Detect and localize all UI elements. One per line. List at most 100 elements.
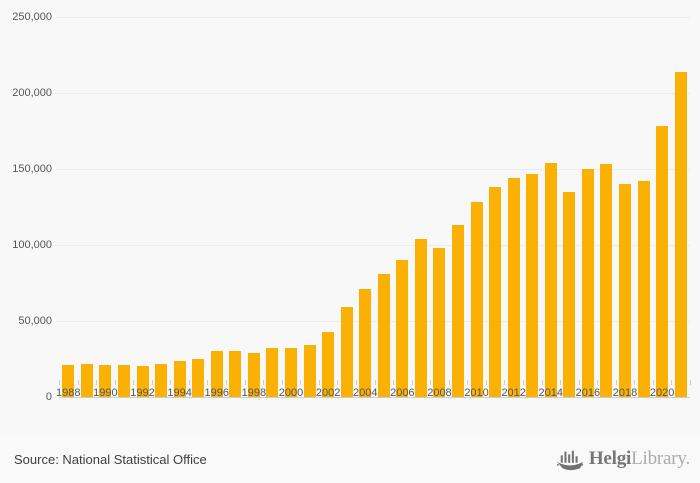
x-tick [151,380,153,385]
bar-1991[interactable] [117,365,130,397]
bar-1989[interactable] [80,363,93,397]
bar-2016[interactable] [581,169,594,397]
x-tick [411,380,413,385]
bar-2010[interactable] [470,202,483,397]
gridline-100000 [56,245,690,246]
bar-1996[interactable] [210,350,223,397]
bar-1993[interactable] [155,364,168,397]
x-tick-label-1998: 1998 [241,387,267,399]
y-tick-label-50000: 50,000 [18,315,52,327]
y-tick-label-150000: 150,000 [12,163,52,175]
x-tick-label-2008: 2008 [427,387,452,399]
x-tick [393,380,395,385]
x-tick-label-2012: 2012 [501,387,526,399]
gridline-200000 [56,93,690,94]
footer: Source: National Statistical Office Helg… [0,435,700,483]
bar-2005[interactable] [377,273,390,397]
source-note: Source: National Statistical Office [14,451,207,467]
x-tick-label-1992: 1992 [130,387,155,399]
bar-2002[interactable] [322,331,335,397]
bar-2020[interactable] [656,126,669,397]
x-tick [578,380,580,385]
bar-2012[interactable] [507,178,520,397]
bar-2011[interactable] [489,187,502,397]
x-tick-label-2002: 2002 [315,387,341,399]
x-tick-label-1996: 1996 [204,387,229,399]
x-tick [634,380,636,385]
x-tick [374,380,376,385]
bar-1999[interactable] [266,348,279,397]
bar-1994[interactable] [173,360,186,397]
x-tick [114,380,116,385]
x-tick-label-2006: 2006 [390,387,415,399]
x-tick [541,380,543,385]
x-tick [448,380,450,385]
helgi-library-logo[interactable]: HelgiLibrary. [556,447,690,472]
x-tick-label-1990: 1990 [93,387,118,399]
bar-1997[interactable] [229,350,242,397]
bar-2009[interactable] [452,225,464,397]
x-tick [59,380,60,385]
x-tick [597,380,599,385]
x-tick [207,380,209,385]
bar-2015[interactable] [563,191,576,397]
viking-ship-icon [556,450,584,470]
bar-2021[interactable] [674,71,687,397]
x-tick [318,380,320,385]
x-tick [560,380,562,385]
bar-2006[interactable] [396,260,409,397]
bar-1992[interactable] [136,365,149,397]
gridline-50000 [56,321,690,322]
x-tick [467,380,469,385]
x-tick-label-2016: 2016 [575,387,601,399]
bar-1990[interactable] [99,365,112,397]
x-tick [188,380,190,385]
bar-2013[interactable] [526,173,539,397]
gridline-250000 [56,17,690,18]
bar-1995[interactable] [192,359,205,397]
bar-chart: 0 50,000 100,000 150,000 200,000 250,000 1988… [12,11,691,403]
x-tick [96,380,98,385]
bar-2003[interactable] [340,307,353,397]
bar-2008[interactable] [433,248,446,397]
y-tick-label-250000: 250,000 [12,11,52,23]
bar-2018[interactable] [619,184,632,397]
x-tick [281,380,283,385]
bar-1998[interactable] [247,352,260,397]
logo-library: Library. [631,448,690,469]
x-tick [244,380,246,385]
bar-2004[interactable] [359,289,372,397]
bar-2000[interactable] [284,348,297,397]
bar-2007[interactable] [414,238,427,397]
x-axis-line [59,397,690,398]
x-tick [615,380,617,385]
x-tick [690,380,691,385]
bar-2014[interactable] [544,162,557,397]
bar-1988[interactable] [62,365,75,397]
bar-2001[interactable] [303,345,316,397]
logo-wordmark: HelgiLibrary. [589,448,690,470]
y-tick-label-200000: 200,000 [12,87,52,99]
x-tick-label-2000: 2000 [278,387,304,399]
x-tick [337,380,339,385]
x-tick-label-2020: 2020 [649,387,675,399]
gridline-150000 [56,169,690,170]
bar-2019[interactable] [637,181,650,397]
x-tick-label-2014: 2014 [538,387,564,399]
y-tick-label-100000: 100,000 [12,239,52,251]
x-tick-label-2004: 2004 [352,387,378,399]
x-tick-label-2010: 2010 [464,387,489,399]
x-tick [355,380,357,385]
x-tick [671,380,673,385]
x-tick-label-1994: 1994 [167,387,192,399]
x-tick-label-2018: 2018 [612,387,638,399]
plot-area [59,17,690,398]
x-tick [430,380,432,385]
x-tick [226,380,228,385]
bar-2017[interactable] [600,164,613,397]
logo-helgi: Helgi [588,448,632,469]
x-tick [263,380,265,385]
x-tick [300,380,302,385]
y-tick-label-0: 0 [45,391,52,403]
x-tick [504,380,506,385]
